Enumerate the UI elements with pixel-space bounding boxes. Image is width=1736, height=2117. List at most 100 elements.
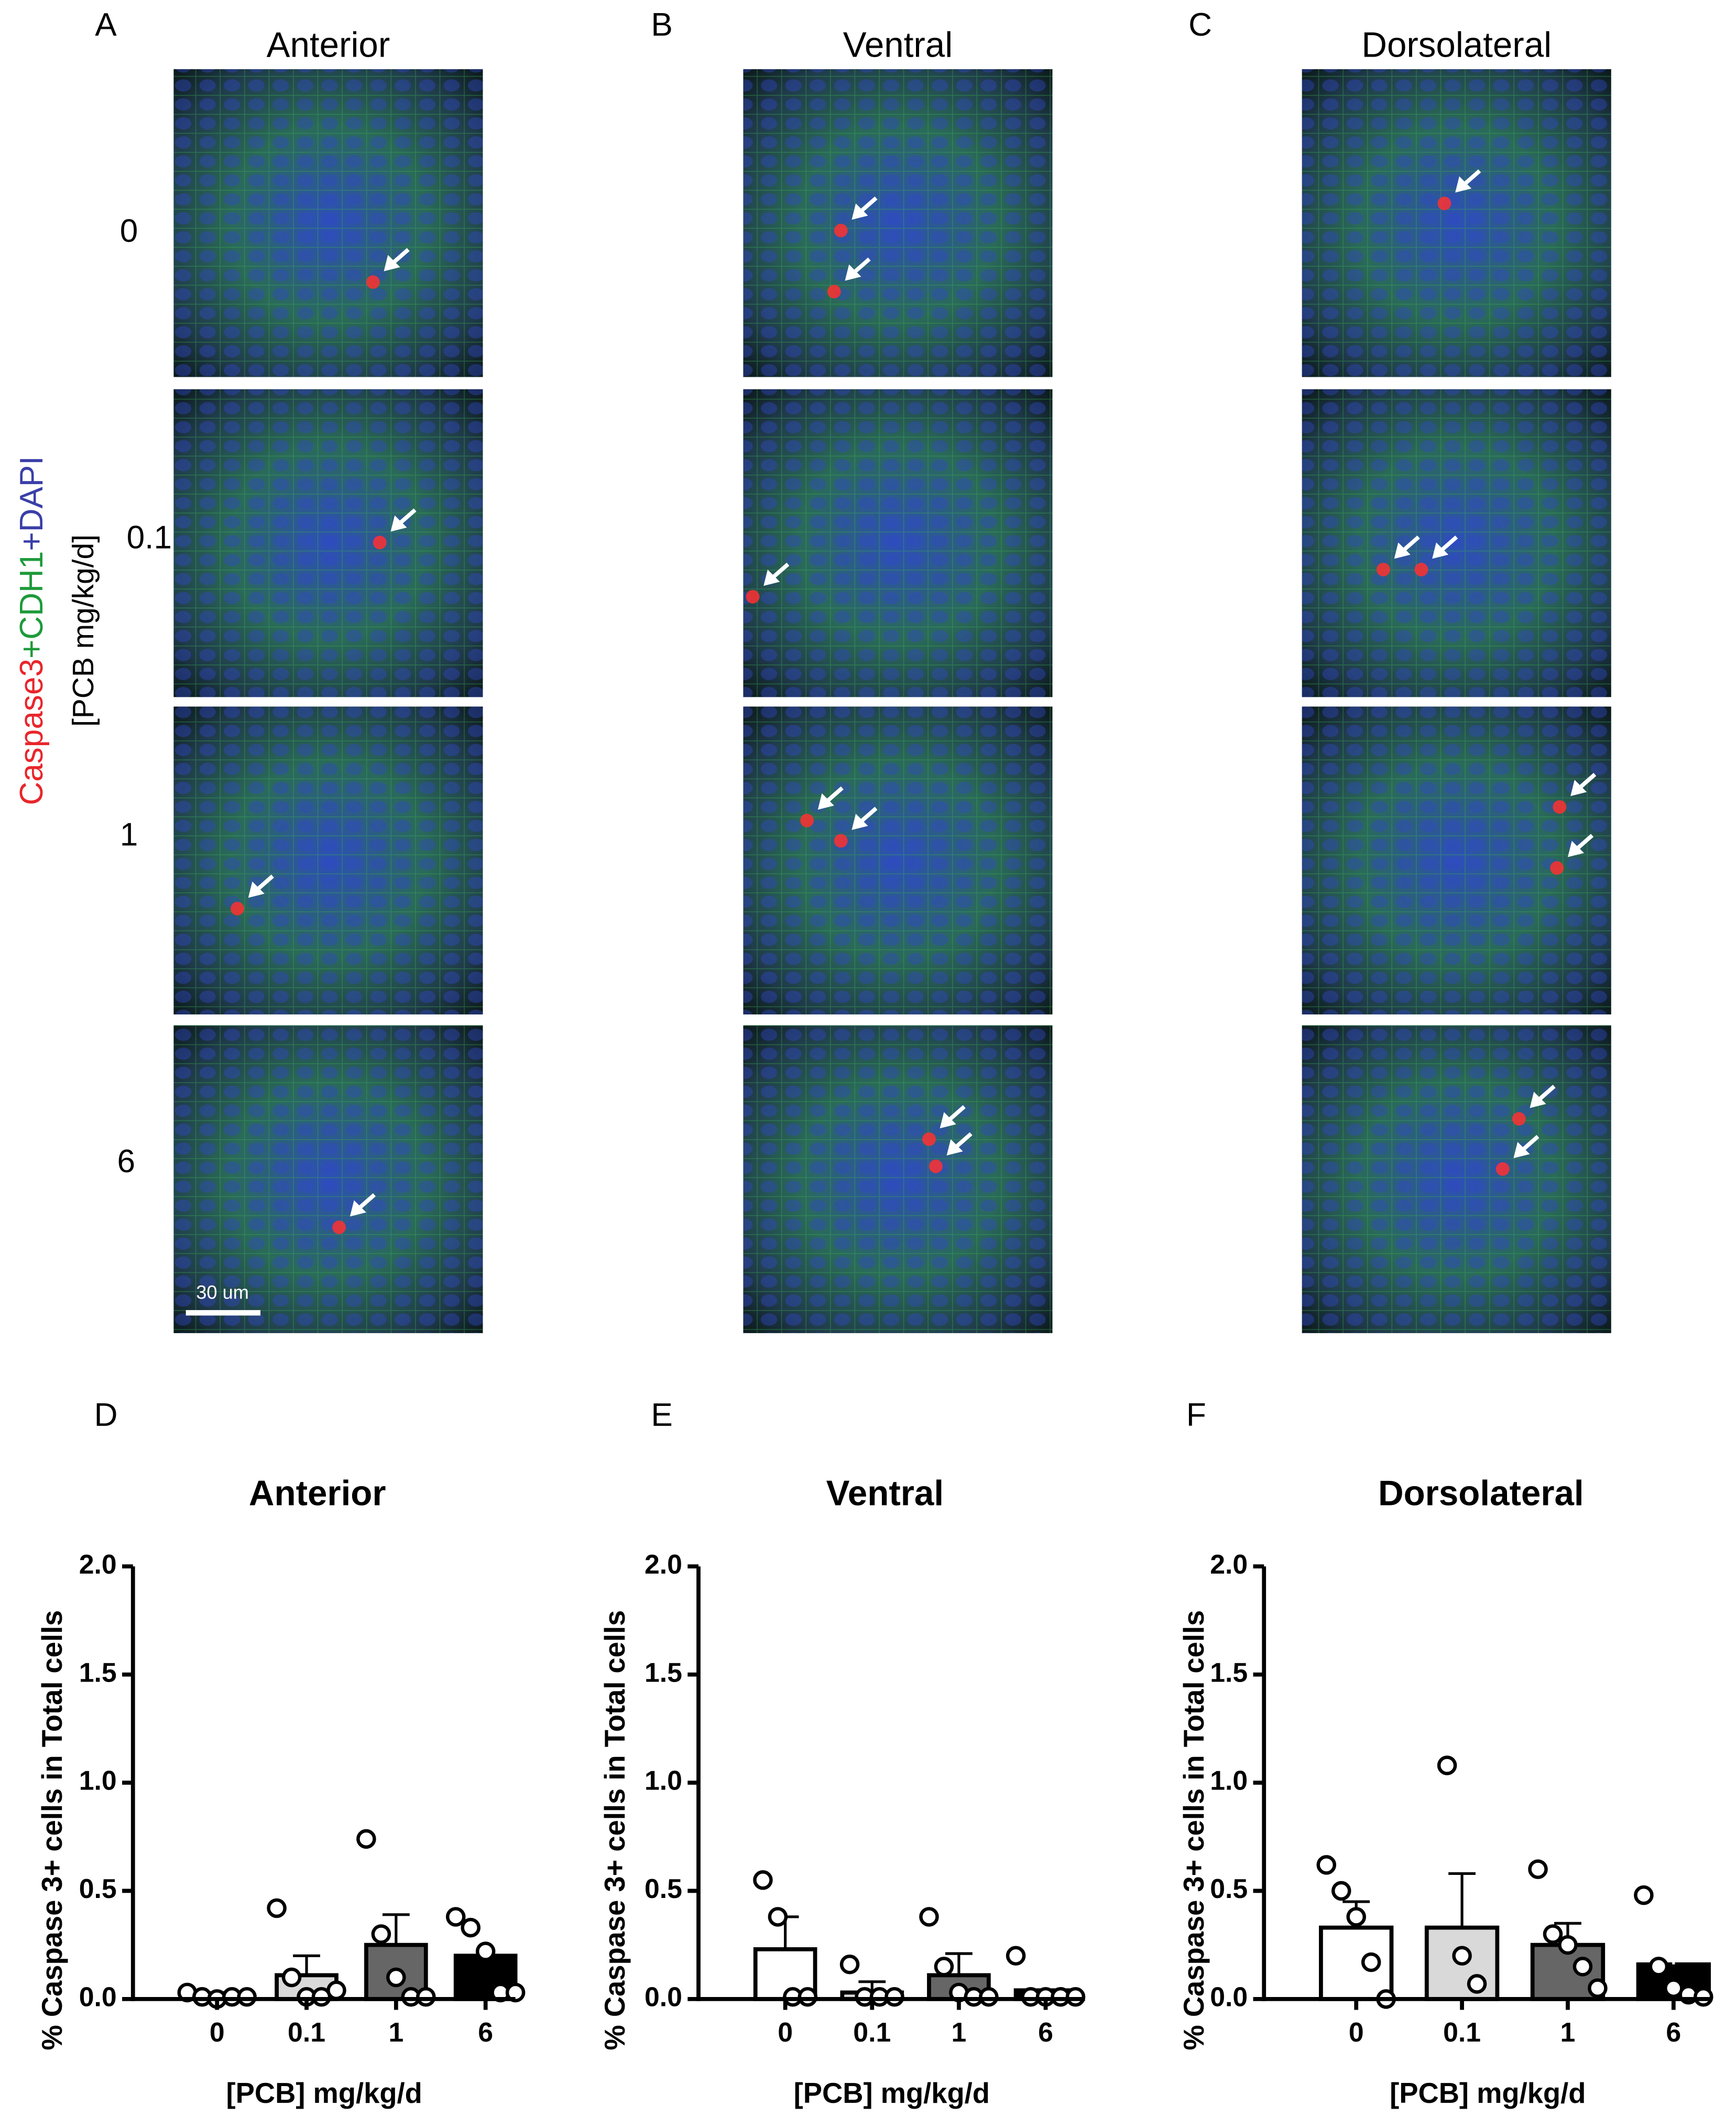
y-tick-label: 2.0	[1210, 1549, 1248, 1579]
data-point	[1693, 1987, 1713, 2007]
arrow-head	[248, 881, 265, 898]
x-tick-label: 1	[388, 2017, 403, 2047]
x-axis-label: [PCB] mg/kg/d	[226, 2077, 422, 2109]
arrow-head	[1432, 542, 1449, 559]
micrograph-texture	[743, 706, 1053, 1014]
stain-part: +DAPI	[14, 456, 50, 551]
data-point	[475, 1941, 496, 1961]
x-tick-label: 6	[478, 2017, 493, 2047]
arrow-head	[384, 255, 400, 271]
positive-cell	[332, 1220, 346, 1235]
positive-cell	[366, 275, 380, 289]
data-point	[1634, 1885, 1654, 1905]
scale-bar-label: 30 um	[196, 1282, 249, 1303]
column-title: Ventral	[843, 25, 953, 64]
arrow-head	[940, 1112, 956, 1129]
positive-cell	[1437, 197, 1451, 211]
arrow-head	[1570, 780, 1587, 796]
error-bar	[382, 1913, 410, 1945]
positive-cell	[929, 1159, 943, 1173]
panel-letter: E	[651, 1397, 672, 1433]
micrograph-texture	[743, 389, 1053, 697]
positive-cell	[834, 834, 848, 848]
arrow-head	[1455, 176, 1472, 193]
data-point	[1361, 1952, 1381, 1972]
y-tick-label: 2.0	[79, 1549, 117, 1579]
data-point	[753, 1870, 773, 1890]
column-title: Dorsolateral	[1361, 25, 1552, 64]
panel-letter: A	[95, 7, 117, 43]
positive-cell	[800, 813, 814, 827]
y-tick-label: 0.5	[1210, 1873, 1248, 1904]
x-axis-label: [PCB] mg/kg/d	[794, 2077, 990, 2109]
data-point	[1573, 1957, 1593, 1977]
positive-cell	[373, 536, 387, 550]
panel-letter: D	[94, 1397, 118, 1433]
data-point	[1065, 1987, 1086, 2007]
row-label: 0	[120, 213, 138, 249]
arrow-head	[845, 264, 861, 281]
data-point	[267, 1898, 287, 1918]
positive-cell	[834, 224, 848, 237]
positive-cell	[746, 590, 760, 604]
data-point	[1588, 1978, 1608, 1998]
dose-label: [PCB mg/kg/d]	[67, 534, 100, 727]
positive-cell	[827, 285, 841, 299]
positive-cell	[922, 1132, 936, 1146]
chart-title: Anterior	[249, 1474, 386, 1513]
positive-cell	[231, 902, 244, 915]
data-point	[1528, 1859, 1548, 1879]
error-bar	[293, 1954, 320, 1976]
arrow-head	[851, 203, 868, 220]
y-axis-label: % Caspase 3+ cells in Total cells	[599, 1610, 631, 2050]
x-tick-label: 0.1	[288, 2017, 325, 2047]
micrograph-texture	[173, 389, 483, 697]
row-label: 6	[117, 1143, 136, 1180]
column-title: Anterior	[267, 25, 390, 64]
arrow-head	[1530, 1092, 1546, 1108]
data-point	[237, 1987, 257, 2007]
data-point	[1437, 1755, 1457, 1775]
y-axis-label: % Caspase 3+ cells in Total cells	[36, 1610, 68, 2050]
arrow-head	[1394, 542, 1411, 559]
data-point	[768, 1907, 788, 1927]
y-tick-label: 0.0	[1210, 1982, 1248, 2012]
x-tick-label: 0.1	[853, 2017, 891, 2047]
x-axis-label: [PCB] mg/kg/d	[1390, 2077, 1586, 2109]
data-point	[885, 1987, 904, 2007]
micrograph-texture	[1302, 69, 1611, 377]
micrograph-texture	[173, 69, 483, 377]
y-tick-label: 0.0	[645, 1982, 682, 2012]
data-point	[1316, 1855, 1337, 1875]
row-label: 0.1	[127, 519, 172, 555]
data-point	[416, 1987, 436, 2007]
stain-part: Caspase3	[14, 659, 50, 805]
data-point	[1452, 1946, 1472, 1966]
data-point	[1006, 1946, 1026, 1966]
stain-label: Caspase3+CDH1+DAPI	[14, 456, 50, 805]
x-tick-label: 6	[1038, 2017, 1053, 2047]
arrow-head	[946, 1139, 963, 1156]
micrograph-texture	[743, 69, 1053, 377]
y-tick-label: 1.0	[1210, 1765, 1248, 1796]
error-bar	[1448, 1872, 1476, 1928]
arrow-head	[763, 569, 780, 586]
micrograph-texture	[743, 1025, 1053, 1334]
arrow-head	[350, 1200, 366, 1217]
x-tick-label: 0	[778, 2017, 793, 2047]
panel-letter: B	[651, 7, 672, 43]
micrograph-grid: A Anterior B Ventral C Dorsolateral 0 0.1 1 6 30 u…	[95, 7, 1611, 1334]
data-point	[1346, 1907, 1366, 1927]
positive-cell	[1377, 563, 1390, 576]
x-tick-label: 0	[210, 2017, 225, 2047]
arrow-head	[1513, 1142, 1530, 1159]
data-point	[1558, 1935, 1578, 1955]
data-point	[979, 1987, 999, 2007]
data-point	[1648, 1957, 1669, 1977]
arrow-head	[390, 515, 407, 532]
micrograph-texture	[1302, 389, 1611, 697]
panel-letter: C	[1188, 7, 1212, 43]
x-tick-label: 1	[952, 2017, 967, 2047]
data-point	[934, 1957, 954, 1977]
